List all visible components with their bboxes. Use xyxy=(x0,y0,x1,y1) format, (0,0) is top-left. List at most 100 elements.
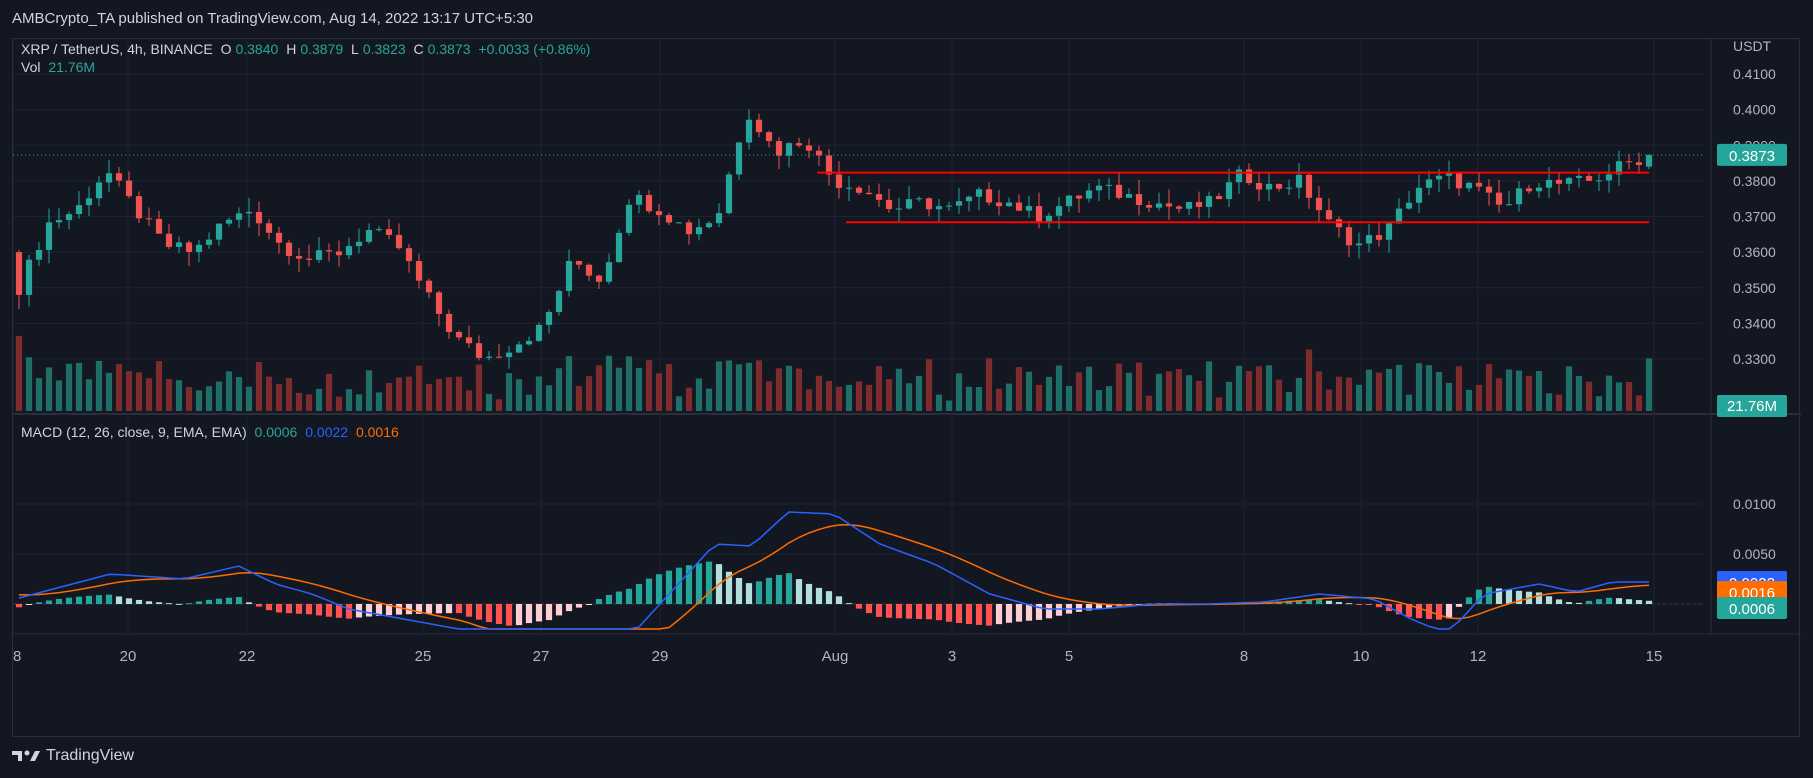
macd-histogram-bar xyxy=(445,604,453,614)
candle-body xyxy=(705,223,713,228)
candle-body xyxy=(1015,202,1023,211)
macd-histogram-bar xyxy=(265,604,273,611)
candle-body xyxy=(305,258,313,260)
candle-body xyxy=(195,244,203,252)
volume-bar xyxy=(1465,389,1473,411)
candle-body xyxy=(655,211,663,216)
volume-bar xyxy=(1085,366,1093,411)
price-tick-label: 0.4100 xyxy=(1733,66,1776,82)
time-tick-label: 5 xyxy=(1065,648,1073,665)
macd-histogram-bar xyxy=(835,596,843,604)
candle-body xyxy=(585,264,593,276)
candle-body xyxy=(315,250,323,260)
volume-bar xyxy=(265,376,273,411)
candle-body xyxy=(525,340,533,345)
macd-histogram-bar xyxy=(15,604,23,608)
volume-bar xyxy=(505,373,513,411)
volume-bar xyxy=(1175,369,1183,411)
time-tick-label: Aug xyxy=(822,648,849,665)
macd-histogram-bar xyxy=(515,604,523,626)
macd-histogram-bar xyxy=(1635,600,1643,604)
volume-bar xyxy=(1505,369,1513,411)
candle-body xyxy=(325,250,333,252)
candle-body xyxy=(815,150,823,156)
candle-body xyxy=(1355,243,1363,246)
chart-panel[interactable]: 0.41000.40000.39000.38000.37000.36000.35… xyxy=(12,38,1801,738)
candle-body xyxy=(415,261,423,281)
macd-label[interactable]: MACD (12, 26, close, 9, EMA, EMA) xyxy=(21,424,247,440)
candle-body xyxy=(135,196,143,219)
volume-bar xyxy=(655,373,663,411)
candle-body xyxy=(575,260,583,265)
volume-bar xyxy=(195,390,203,411)
vol-value: 21.76M xyxy=(48,59,96,75)
macd-histogram-bar xyxy=(1545,596,1553,604)
macd-histogram-bar xyxy=(95,595,103,604)
volume-bar xyxy=(1515,370,1523,411)
candle-body xyxy=(1635,162,1643,165)
candle-body xyxy=(1025,206,1033,211)
volume-bar xyxy=(575,385,583,411)
volume-bar xyxy=(375,392,383,411)
macd-histogram-bar xyxy=(365,604,373,617)
volume-bar xyxy=(615,367,623,411)
volume-bar xyxy=(165,378,173,411)
chart-canvas[interactable]: 0.41000.40000.39000.38000.37000.36000.35… xyxy=(13,39,1801,738)
macd-histogram-bar xyxy=(765,577,773,604)
price-tick-label: 0.3700 xyxy=(1733,209,1776,225)
time-tick-label: 29 xyxy=(652,648,669,665)
macd-histogram-bar xyxy=(85,595,93,604)
candle-body xyxy=(1445,173,1453,176)
candle-body xyxy=(1615,161,1623,175)
candle-body xyxy=(385,229,393,235)
macd-histogram-bar xyxy=(1415,604,1423,619)
macd-histogram-bar xyxy=(205,599,213,604)
macd-histogram-bar xyxy=(1345,603,1353,605)
volume-bar xyxy=(445,377,453,411)
candle-body xyxy=(1325,210,1333,220)
macd-histogram-bar xyxy=(1375,604,1383,608)
candle-body xyxy=(1335,219,1343,228)
macd-histogram-bar xyxy=(1395,604,1403,615)
candle-body xyxy=(225,219,233,224)
candle-body xyxy=(645,194,653,212)
macd-histogram-bar xyxy=(965,604,973,625)
symbol-label[interactable]: XRP / TetherUS, 4h, BINANCE xyxy=(21,41,213,57)
candle-body xyxy=(35,249,43,260)
footer-brand[interactable]: TradingView xyxy=(12,747,134,765)
candle-body xyxy=(755,119,763,133)
volume-bar xyxy=(35,378,43,411)
candle-body xyxy=(855,187,863,193)
candle-body xyxy=(1545,179,1553,188)
candle-body xyxy=(615,232,623,263)
volume-bar xyxy=(1385,368,1393,411)
volume-bar xyxy=(1455,366,1463,411)
candle-body xyxy=(875,194,883,200)
candle-body xyxy=(1095,185,1103,191)
macd-histogram-bar xyxy=(545,604,553,621)
volume-bar xyxy=(1325,389,1333,411)
volume-bar xyxy=(175,380,183,411)
candle-body xyxy=(975,189,983,197)
macd-histogram-bar xyxy=(305,604,313,615)
volume-bar xyxy=(15,335,23,411)
volume-bar xyxy=(785,365,793,411)
macd-histogram-bar xyxy=(1305,599,1313,604)
candle-body xyxy=(1435,175,1443,180)
volume-bar xyxy=(465,390,473,411)
macd-histogram-bar xyxy=(425,604,433,614)
candle-body xyxy=(1135,194,1143,205)
volume-bar xyxy=(1215,397,1223,411)
macd-histogram-bar xyxy=(565,604,573,612)
volume-bar xyxy=(1605,375,1613,411)
macd-histogram-bar xyxy=(955,604,963,624)
volume-bar xyxy=(845,384,853,411)
candle-body xyxy=(1595,180,1603,182)
candle-body xyxy=(635,194,643,205)
vol-label[interactable]: Vol xyxy=(21,59,41,75)
candle-body xyxy=(1555,179,1563,184)
candle-body xyxy=(715,213,723,224)
candle-body xyxy=(1205,196,1213,207)
price-tick-label: 0.4000 xyxy=(1733,102,1776,118)
macd-histogram-bar xyxy=(645,578,653,604)
